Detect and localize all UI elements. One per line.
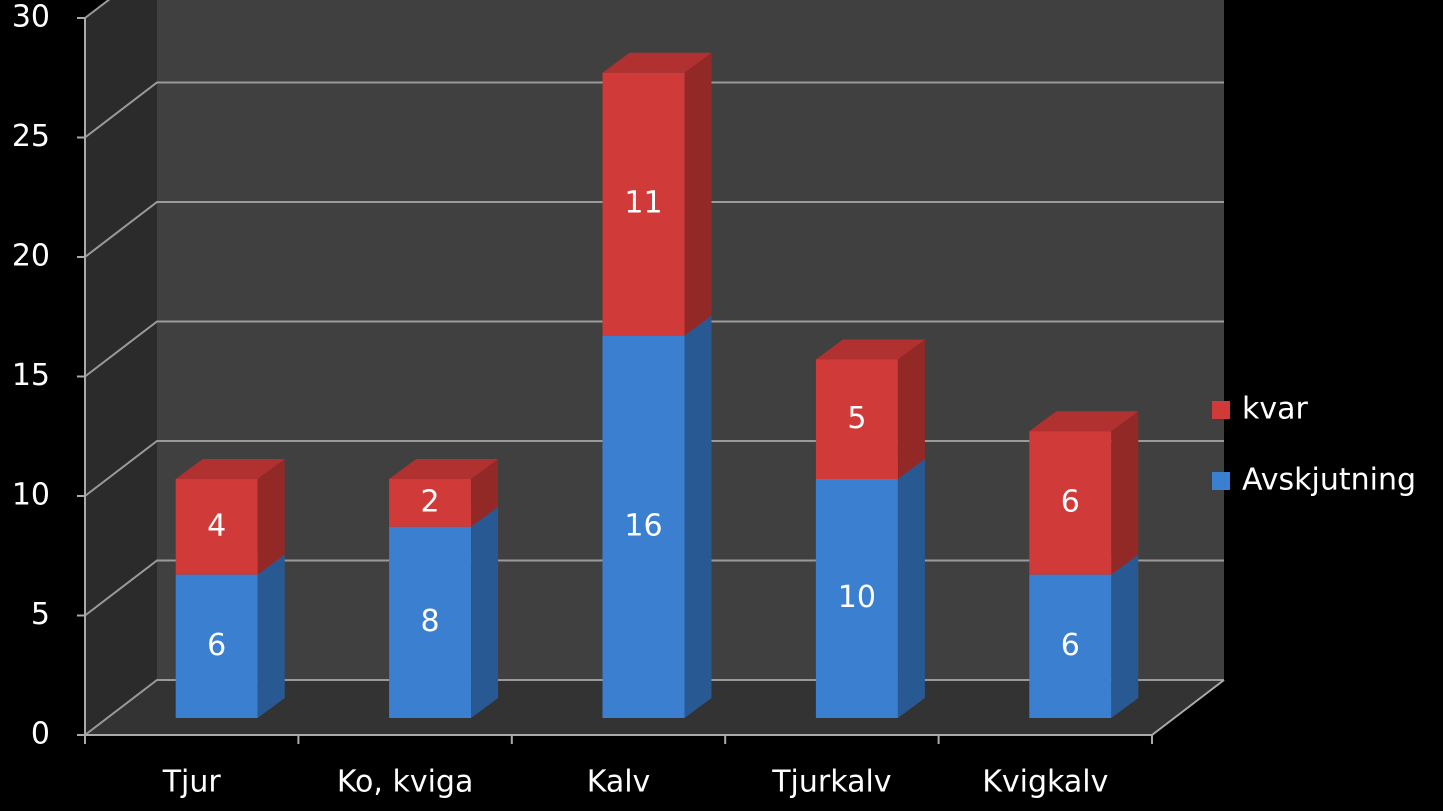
grid-line: [84, 201, 1224, 258]
legend-label: kvar: [1242, 392, 1309, 427]
bar-side: [897, 459, 925, 718]
bar-top: [1029, 411, 1139, 432]
bar-top: [815, 339, 925, 360]
y-tick-label: 25: [12, 119, 50, 154]
bar-side: [897, 339, 925, 479]
bar-front: [602, 72, 685, 336]
x-tick-label: Ko, kviga: [337, 765, 474, 800]
bar-segment: [815, 339, 925, 479]
y-tick-label: 15: [12, 358, 50, 393]
x-tick-label: Tjur: [162, 765, 222, 800]
bar-side: [471, 506, 499, 718]
bar-top: [175, 459, 285, 479]
bar-front: [1029, 431, 1112, 575]
value-label: 4: [207, 508, 226, 543]
y-tick-label: 0: [31, 717, 50, 752]
y-tick-label: 5: [31, 597, 50, 632]
bar-front: [175, 479, 258, 575]
floor-edge: [1151, 679, 1225, 736]
x-tick-label: Tjurkalv: [771, 765, 891, 800]
bar-front: [1029, 574, 1112, 718]
bar-front: [602, 335, 685, 718]
bar-side: [1111, 411, 1139, 575]
value-label: 10: [838, 580, 876, 615]
bar-segment: [389, 459, 499, 527]
bar-segment: [1029, 411, 1139, 575]
bar-front: [389, 479, 472, 527]
bar-side: [471, 459, 499, 527]
value-label: 8: [421, 604, 440, 639]
bar-top: [602, 52, 712, 73]
legend-swatch: [1212, 472, 1230, 490]
y-tick-label: 20: [12, 239, 50, 274]
bar-top: [389, 459, 499, 479]
y-tick-label: 10: [12, 478, 50, 513]
value-label: 11: [624, 186, 662, 221]
value-label: 6: [1061, 484, 1080, 519]
grid-line: [84, 320, 1224, 378]
side-wall: [85, 0, 157, 735]
bar-segment: [1029, 554, 1139, 718]
bar-side: [1111, 554, 1139, 718]
bar-side: [257, 554, 285, 718]
bar-front: [389, 526, 472, 718]
bar-front: [815, 479, 898, 718]
value-label: 2: [421, 484, 440, 519]
bar-segment: [175, 554, 285, 718]
bar-front: [175, 574, 258, 718]
bar-side: [257, 459, 285, 575]
bar-side: [684, 315, 712, 718]
value-label: 16: [624, 508, 662, 543]
legend-label: Avskjutning: [1242, 463, 1416, 498]
value-label: 6: [1061, 628, 1080, 663]
y-tick-label: 30: [12, 0, 50, 35]
value-label: 6: [207, 628, 226, 663]
bar-segment: [389, 506, 499, 718]
bar-front: [815, 359, 898, 479]
bar-segment: [175, 459, 285, 575]
grid-line: [84, 81, 1224, 139]
x-tick-label: Kalv: [587, 765, 651, 800]
legend-swatch: [1212, 401, 1230, 419]
bar-side: [684, 52, 712, 336]
x-tick-label: Kvigkalv: [982, 765, 1108, 800]
bar-segment: [602, 52, 712, 336]
value-label: 5: [847, 401, 866, 436]
